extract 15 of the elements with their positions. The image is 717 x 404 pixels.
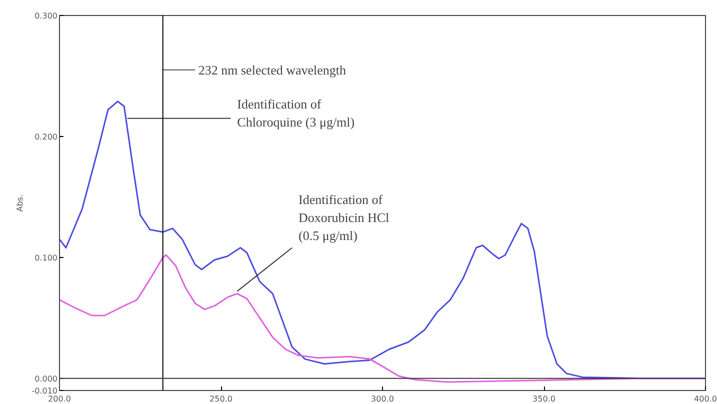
x-tick-label: 350.0 — [532, 394, 556, 404]
x-tick-label: 400.0 — [694, 394, 717, 404]
ref-line-label: 232 nm selected wavelength — [198, 62, 347, 78]
line-series — [60, 254, 706, 383]
x-tick-label: 200.0 — [48, 394, 71, 404]
y-tick-label: 0.200 — [34, 132, 58, 142]
y-tick-label: -0.010 — [32, 386, 58, 396]
annotation: Identification of Doxorubicin HCl (0.5 μg/ml) — [298, 192, 390, 244]
annotation: Identification of Chloroquine (3 μg/ml) — [237, 96, 355, 130]
y-tick-label: 0.300 — [34, 12, 58, 20]
x-tick-label: 250.0 — [210, 394, 232, 404]
y-axis-title: Abs. — [16, 194, 25, 212]
y-tick-label: 0.000 — [34, 374, 58, 384]
y-tick-label: 0.100 — [34, 253, 58, 262]
x-tick-label: 300.0 — [371, 394, 394, 404]
